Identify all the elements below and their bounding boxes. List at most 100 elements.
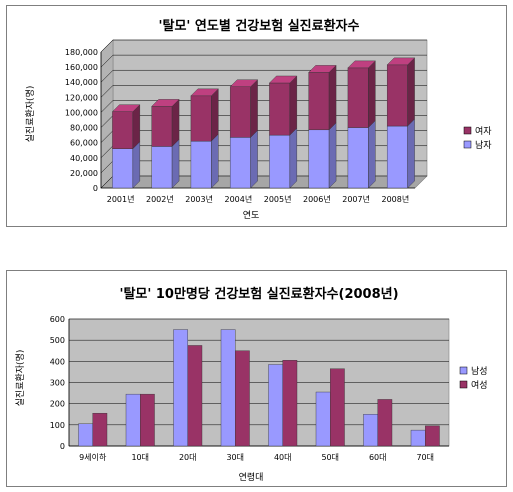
bar-side [211, 88, 219, 142]
bar-male [112, 148, 134, 189]
x-tick-label: 40대 [274, 453, 292, 462]
bar-side [368, 60, 376, 129]
gridline [100, 54, 427, 68]
x-axis-label: 연도 [243, 210, 260, 221]
bar-male [151, 146, 173, 189]
x-tick-label: 50대 [321, 453, 339, 462]
bar-female [229, 86, 251, 138]
y-tick-label: 400 [50, 357, 65, 366]
y-tick-label: 0 [60, 442, 65, 451]
chart-title: '탈모' 연도별 건강보험 실진료환자수 [159, 18, 360, 34]
x-tick-label: 10대 [131, 453, 149, 462]
chart-panel-yearly: '탈모' 연도별 건강보험 실진료환자수 0 20,000 40,000 60,000… [6, 5, 507, 227]
x-tick-label: 20대 [179, 453, 197, 462]
bar-side [407, 118, 415, 189]
plot-side-wall [100, 39, 114, 189]
bar-side [328, 122, 337, 189]
x-axis-label: 연령대 [239, 471, 264, 483]
bar-male [173, 329, 188, 447]
x-tick-label: 2003년 [185, 194, 213, 204]
bar-female [386, 64, 408, 127]
bar-male [125, 393, 141, 447]
bar-female [235, 350, 250, 447]
bar-side [289, 127, 298, 189]
bar-male [386, 125, 408, 189]
y-axis-label: 실진료환자(명) [24, 86, 36, 143]
bar-female [377, 399, 393, 447]
y-tick-label: 120,000 [65, 93, 98, 102]
y-tick-label: 180,000 [65, 48, 98, 57]
bar-male [220, 329, 236, 447]
bar-female [308, 72, 330, 131]
bar-female [190, 95, 212, 142]
y-tick-label: 160,000 [65, 63, 98, 72]
legend-swatch [459, 366, 468, 375]
bar-side [328, 64, 337, 131]
chart-panel-age: '탈모' 10만명당 건강보험 실진료환자수(2008년) 0 100 200 300… [6, 270, 507, 487]
bar-male [363, 414, 378, 447]
bar-male [347, 127, 369, 189]
gridline [100, 39, 427, 53]
legend-label: 여자 [475, 125, 492, 137]
bar-male [229, 137, 251, 189]
bar-female [347, 67, 369, 128]
y-tick-label: 600 [50, 315, 65, 324]
y-tick-label: 100 [50, 421, 65, 430]
bar-top [386, 57, 416, 66]
x-tick-label: 2007년 [342, 194, 370, 204]
x-tick-label: 9세이하 [79, 452, 107, 462]
y-tick-label: 80,000 [70, 124, 98, 133]
x-tick-label: 70대 [416, 453, 434, 462]
bar-male [268, 364, 283, 447]
y-tick-label: 200 [50, 400, 65, 409]
x-tick-label: 2002년 [146, 194, 174, 204]
bar-male [315, 391, 331, 447]
chart-title: '탈모' 10만명당 건강보험 실진료환자수(2008년) [119, 286, 398, 302]
bar-top [268, 75, 298, 84]
bar-side [289, 75, 298, 136]
legend-swatch [463, 140, 472, 149]
y-tick-label: 20,000 [70, 169, 98, 178]
bar-male [308, 129, 330, 189]
bar-side [171, 138, 180, 189]
y-tick-label: 60,000 [70, 139, 98, 148]
bar-female [112, 111, 134, 149]
bar-top [151, 99, 180, 107]
y-tick-label: 40,000 [70, 154, 98, 163]
bar-side [250, 129, 258, 189]
bar-top [190, 88, 219, 97]
x-tick-label: 30대 [226, 453, 244, 462]
bar-top [347, 60, 376, 69]
x-tick-label: 2005년 [264, 194, 292, 204]
x-tick-label: 2006년 [303, 194, 331, 204]
bar-female [151, 106, 173, 147]
bar-male [190, 140, 212, 189]
x-tick-label: 2001년 [107, 194, 135, 204]
bar-female [187, 345, 203, 447]
bar-female [92, 412, 108, 447]
plot-floor [100, 175, 428, 189]
legend-label: 여성 [471, 379, 488, 391]
bar-side [171, 98, 180, 147]
legend-label: 남자 [475, 140, 492, 151]
bar-female [140, 393, 155, 447]
bar-side [132, 104, 141, 150]
bar-side [368, 120, 376, 189]
bar-side [250, 79, 258, 138]
age-patients-chart: '탈모' 10만명당 건강보험 실진료환자수(2008년) 0 100 200 300… [14, 286, 488, 483]
bar-male [410, 429, 426, 447]
y-tick-label: 500 [50, 336, 65, 345]
y-axis-label: 실진료환자(명) [14, 350, 26, 407]
y-tick-label: 140,000 [65, 78, 98, 87]
bar-female [425, 425, 440, 447]
bar-female [282, 360, 298, 447]
bar-top [229, 79, 259, 87]
bar-top [308, 65, 337, 73]
bar-side [132, 141, 141, 189]
bar-female [269, 82, 291, 136]
bar-side [211, 133, 219, 189]
legend-label: 남성 [471, 366, 488, 377]
legend-swatch [459, 380, 468, 389]
bar-top [111, 104, 141, 112]
x-tick-label: 2004년 [225, 194, 253, 204]
